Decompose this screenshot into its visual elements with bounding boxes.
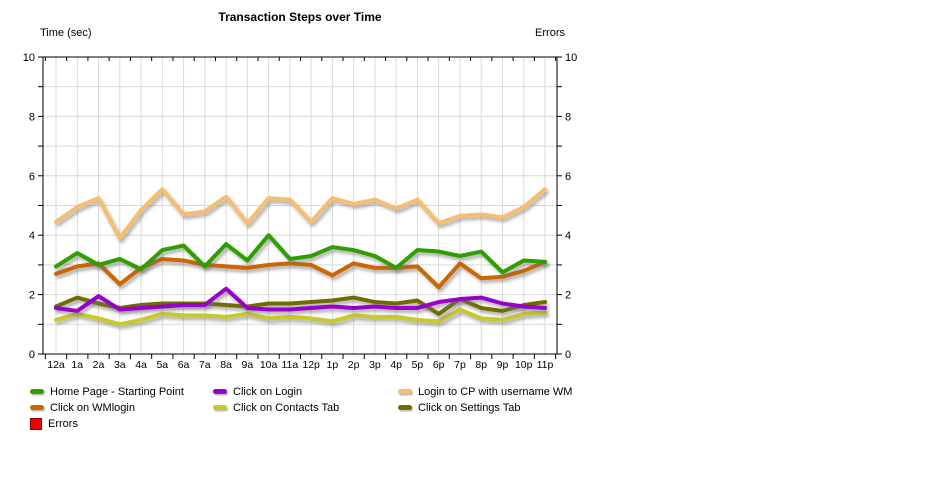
x-axis-tick-label: 5a (156, 359, 168, 371)
x-axis-tick-label: 2p (348, 359, 360, 371)
series-line-0 (54, 233, 547, 275)
left-axis-tick-label: 6 (29, 171, 35, 183)
x-axis-tick-label: 12p (302, 359, 320, 371)
x-axis-tick-label: 4p (390, 359, 402, 371)
legend-label: Login to CP with username WM (418, 385, 573, 398)
legend-marker-line (398, 389, 412, 394)
x-axis-tick-label: 4a (135, 359, 147, 371)
legend-marker-line (213, 405, 227, 410)
left-axis-tick-label: 4 (29, 230, 35, 242)
legend-item: Login to CP with username WM (398, 385, 572, 398)
left-axis-tick-label: 2 (29, 290, 35, 302)
right-axis-tick-label: 8 (565, 111, 571, 123)
legend-marker-line (30, 405, 44, 410)
legend-item: Click on WMlogin (30, 401, 135, 414)
series-line-1 (54, 286, 547, 313)
legend-item: Click on Settings Tab (398, 401, 521, 414)
left-axis-tick-label: 8 (29, 111, 35, 123)
legend-marker-line (213, 389, 227, 394)
x-axis-tick-label: 11a (281, 359, 298, 371)
x-axis-tick-label: 12a (47, 359, 65, 371)
legend-label: Click on Contacts Tab (233, 401, 340, 414)
x-axis-tick-label: 11p (537, 359, 554, 371)
legend-label: Click on Settings Tab (418, 401, 521, 414)
x-axis-tick-label: 10p (515, 359, 533, 371)
x-axis-tick-label: 5p (412, 359, 424, 371)
x-axis-tick-label: 3p (369, 359, 381, 371)
legend-item: Home Page - Starting Point (30, 385, 184, 398)
series-line-3 (54, 256, 547, 290)
right-axis-tick-label: 4 (565, 230, 571, 242)
legend-label: Click on WMlogin (50, 401, 135, 414)
x-axis-tick-label: 6a (178, 359, 190, 371)
x-axis-tick-label: 2a (93, 359, 105, 371)
legend-item: Click on Login (213, 385, 302, 398)
right-axis-tick-label: 2 (565, 290, 571, 302)
legend-item: Click on Contacts Tab (213, 401, 339, 414)
x-axis-tick-label: 8p (475, 359, 487, 371)
x-axis-tick-label: 8a (220, 359, 232, 371)
x-axis-tick-label: 9p (497, 359, 509, 371)
legend-label: Home Page - Starting Point (50, 385, 184, 398)
left-axis-tick-label: 0 (29, 349, 35, 361)
right-axis-tick-label: 6 (565, 171, 571, 183)
chart-title: Transaction Steps over Time (218, 10, 382, 24)
legend-marker-square (30, 417, 42, 430)
x-axis-tick-label: 1a (71, 359, 83, 371)
x-axis-tick-label: 7p (454, 359, 466, 371)
legend-marker-line (30, 389, 44, 394)
legend-label: Errors (48, 417, 78, 430)
series-line-4 (54, 307, 547, 327)
right-axis-tick-label: 0 (565, 349, 571, 361)
right-axis-tick-label: 10 (565, 52, 577, 64)
left-axis-tick-label: 10 (23, 52, 35, 64)
left-axis-label: Time (sec) (40, 27, 92, 39)
legend-marker-line (398, 405, 412, 410)
right-axis-label: Errors (535, 27, 565, 39)
legend-label: Click on Login (233, 385, 303, 398)
x-axis-tick-label: 3a (114, 359, 126, 371)
legend-item: Errors (30, 417, 78, 430)
x-axis-tick-label: 1p (327, 359, 339, 371)
x-axis-tick-label: 9a (242, 359, 254, 371)
x-axis-tick-label: 10a (260, 359, 278, 371)
x-axis-tick-label: 7a (199, 359, 211, 371)
x-axis-tick-label: 6p (433, 359, 445, 371)
series-line-2 (54, 187, 547, 241)
